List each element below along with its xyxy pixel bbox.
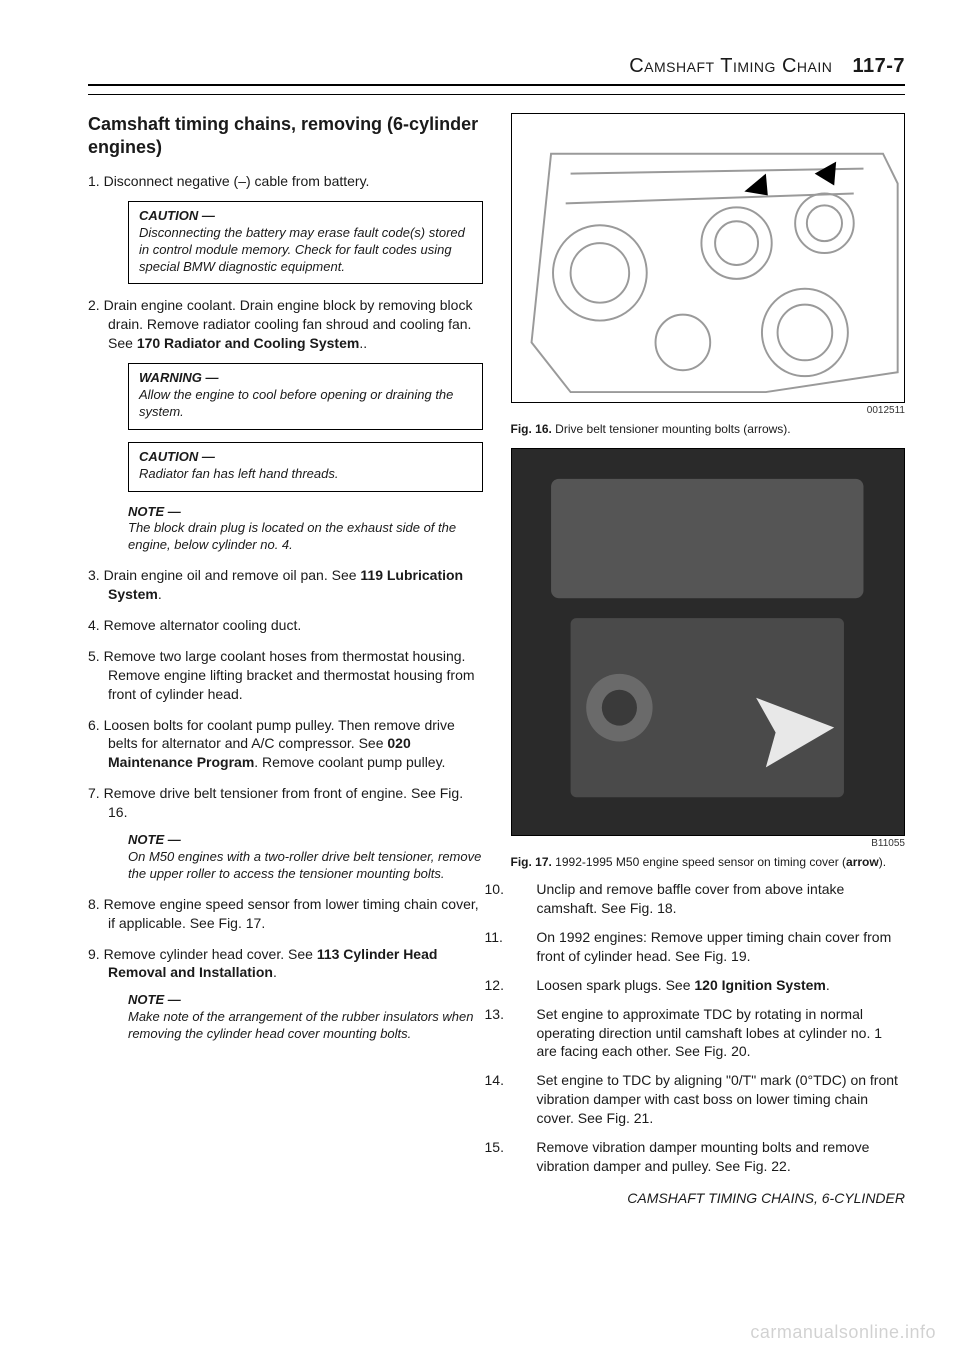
step-7: Remove drive belt tensioner from front o… [88, 784, 483, 882]
step-15: 15. Remove vibration damper mounting bol… [511, 1138, 906, 1176]
figure-caption-text: Drive belt tensioner mounting bolts (arr… [552, 422, 791, 436]
figure-16-ref: 0012511 [511, 405, 906, 416]
warning-lead: WARNING — [139, 370, 472, 387]
step-text: . Remove coolant pump pulley. [254, 754, 445, 770]
note-body: The block drain plug is located on the e… [128, 520, 483, 554]
figure-17: B11055 Fig. 17. 1992-1995 M50 engine spe… [511, 448, 906, 871]
figure-16: 0012511 Fig. 16. Drive belt tensioner mo… [511, 113, 906, 438]
step-text: . [158, 586, 162, 602]
step-num: 14. [511, 1071, 533, 1090]
step-3: Drain engine oil and remove oil pan. See… [88, 566, 483, 604]
step-text: . [826, 977, 830, 993]
note-body: Make note of the arrangement of the rubb… [128, 1009, 483, 1043]
step-text: Disconnect negative (–) cable from batte… [104, 173, 370, 189]
step-num: 10. [511, 880, 533, 899]
step-num: 15. [511, 1138, 533, 1157]
note-block: NOTE — On M50 engines with a two-roller … [128, 832, 483, 883]
step-bold: 120 Ignition System [694, 977, 825, 993]
figure-caption-bold: arrow [846, 855, 879, 869]
step-11: 11. On 1992 engines: Remove upper timing… [511, 928, 906, 966]
figure-17-image [511, 448, 906, 836]
step-text: . [273, 964, 277, 980]
caution-lead: CAUTION — [139, 449, 472, 466]
steps-list-right: 10. Unclip and remove baffle cover from … [511, 880, 906, 1176]
step-text: Remove two large coolant hoses from ther… [104, 648, 475, 702]
step-2: Drain engine coolant. Drain engine block… [88, 296, 483, 554]
step-8: Remove engine speed sensor from lower ti… [88, 895, 483, 933]
step-10: 10. Unclip and remove baffle cover from … [511, 880, 906, 918]
figure-caption-text: ). [879, 855, 886, 869]
caution-box: CAUTION — Disconnecting the battery may … [128, 201, 483, 285]
running-head-title: Camshaft Timing Chain [629, 55, 832, 77]
step-14: 14. Set engine to TDC by aligning "0/T" … [511, 1071, 906, 1128]
figure-16-caption: Fig. 16. Drive belt tensioner mounting b… [511, 422, 906, 438]
warning-box: WARNING — Allow the engine to cool befor… [128, 363, 483, 430]
step-text: Remove alternator cooling duct. [104, 617, 302, 633]
caution-body: Disconnecting the battery may erase faul… [139, 225, 472, 276]
figure-label: Fig. 16. [511, 422, 552, 436]
step-text: .. [359, 335, 367, 351]
section-footer: CAMSHAFT TIMING CHAINS, 6-CYLINDER [511, 1190, 906, 1206]
step-text: Set engine to approximate TDC by rotatin… [536, 1006, 882, 1060]
step-num: 12. [511, 976, 533, 995]
step-4: Remove alternator cooling duct. [88, 616, 483, 635]
step-text: Remove cylinder head cover. See [104, 946, 317, 962]
step-text: Loosen spark plugs. See [536, 977, 694, 993]
step-text: Drain engine oil and remove oil pan. See [104, 567, 361, 583]
note-block: NOTE — The block drain plug is located o… [128, 504, 483, 555]
caution-body: Radiator fan has left hand threads. [139, 466, 472, 483]
note-lead: NOTE — [128, 992, 483, 1009]
step-text: Unclip and remove baffle cover from abov… [536, 881, 844, 916]
step-text: Remove vibration damper mounting bolts a… [536, 1139, 869, 1174]
steps-list-left: Disconnect negative (–) cable from batte… [88, 172, 483, 1043]
note-body: On M50 engines with a two-roller drive b… [128, 849, 483, 883]
note-lead: NOTE — [128, 832, 483, 849]
step-text: Remove engine speed sensor from lower ti… [104, 896, 479, 931]
step-bold: 170 Radiator and Cooling System [137, 335, 360, 351]
content-columns: Camshaft timing chains, removing (6-cyli… [88, 113, 905, 1206]
figure-17-ref: B11055 [511, 838, 906, 849]
figure-16-image [511, 113, 906, 403]
figure-label: Fig. 17. [511, 855, 552, 869]
page: Camshaft Timing Chain 117-7 Camshaft tim… [0, 0, 960, 1357]
watermark: carmanualsonline.info [750, 1322, 936, 1343]
caution-lead: CAUTION — [139, 208, 472, 225]
figure-17-caption: Fig. 17. 1992-1995 M50 engine speed sens… [511, 855, 906, 871]
step-1: Disconnect negative (–) cable from batte… [88, 172, 483, 284]
warning-body: Allow the engine to cool before opening … [139, 387, 472, 421]
note-block: NOTE — Make note of the arrangement of t… [128, 992, 483, 1043]
step-5: Remove two large coolant hoses from ther… [88, 647, 483, 704]
section-title: Camshaft timing chains, removing (6-cyli… [88, 113, 483, 158]
running-head: Camshaft Timing Chain 117-7 [88, 55, 905, 78]
step-text: Remove drive belt tensioner from front o… [104, 785, 464, 820]
step-num: 11. [511, 928, 533, 947]
figure-caption-text: 1992-1995 M50 engine speed sensor on tim… [552, 855, 846, 869]
running-head-page: 117-7 [852, 55, 905, 77]
right-column: 0012511 Fig. 16. Drive belt tensioner mo… [511, 113, 906, 1206]
step-13: 13. Set engine to approximate TDC by rot… [511, 1005, 906, 1062]
step-9: Remove cylinder head cover. See 113 Cyli… [88, 945, 483, 1043]
left-column: Camshaft timing chains, removing (6-cyli… [88, 113, 483, 1206]
step-num: 13. [511, 1005, 533, 1024]
rule-mid [88, 94, 905, 95]
caution-box: CAUTION — Radiator fan has left hand thr… [128, 442, 483, 492]
step-12: 12. Loosen spark plugs. See 120 Ignition… [511, 976, 906, 995]
step-text: On 1992 engines: Remove upper timing cha… [536, 929, 891, 964]
step-6: Loosen bolts for coolant pump pulley. Th… [88, 716, 483, 773]
rule-top [88, 84, 905, 86]
step-text: Set engine to TDC by aligning "0/T" mark… [536, 1072, 898, 1126]
note-lead: NOTE — [128, 504, 483, 521]
